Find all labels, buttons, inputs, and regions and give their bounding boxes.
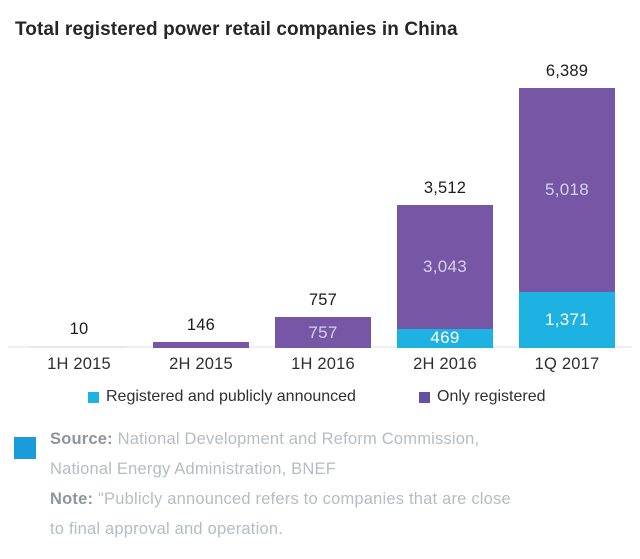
chart-title: Total registered power retail companies …: [15, 19, 458, 40]
bar-segment-value: 469: [430, 328, 460, 348]
bar-segment-only-registered: 757: [275, 317, 371, 348]
source-text: National Development and Reform Commissi…: [50, 430, 480, 478]
x-axis-label: 1Q 2017: [534, 355, 600, 373]
bar-segment-only-registered: [31, 345, 127, 348]
bar-total-label: 146: [186, 316, 216, 335]
legend-swatch-purple-icon: [419, 391, 430, 403]
bar-total-label: 6,389: [545, 62, 589, 80]
bar-segment-value: 3,043: [422, 256, 468, 276]
x-axis-label: 2H 2016: [413, 355, 477, 373]
legend-item-registered-publicly-announced: Registered and publicly announced: [88, 388, 356, 406]
legend-item-only-registered: Only registered: [419, 388, 546, 406]
footer-text: Source: National Development and Reform …: [50, 424, 528, 544]
bar-segment-registered-and-publicly-announced: 1,371: [519, 292, 615, 348]
bar-segment-registered-and-publicly-announced: 469: [397, 328, 493, 348]
legend-swatch-cyan-icon: [88, 391, 99, 403]
bar-total-label: 3,512: [423, 179, 467, 198]
note-line: Note: "Publicly announced refers to comp…: [50, 484, 528, 544]
bar-total-label: 10: [69, 319, 89, 338]
x-axis-label: 2H 2015: [169, 355, 233, 373]
x-axis-label: 1H 2015: [47, 355, 111, 373]
note-text: "Publicly announced refers to companies …: [50, 490, 511, 538]
legend-label: Only registered: [437, 388, 546, 405]
bnef-logo-square-icon: [14, 437, 36, 459]
bar-segment-value: 5,018: [544, 180, 590, 200]
source-label: Source:: [50, 430, 113, 448]
bar-segment-only-registered: [153, 342, 249, 348]
source-line: Source: National Development and Reform …: [50, 424, 528, 484]
bar-segment-value: 757: [308, 322, 338, 342]
note-label: Note:: [50, 490, 94, 508]
bar-segment-only-registered: 5,018: [519, 88, 615, 293]
bar-segment-only-registered: 3,043: [397, 205, 493, 329]
bar-total-label: 757: [308, 291, 338, 310]
bar-segment-value: 1,371: [544, 310, 590, 330]
legend-label: Registered and publicly announced: [106, 388, 356, 405]
x-axis-label: 1H 2016: [291, 355, 355, 373]
